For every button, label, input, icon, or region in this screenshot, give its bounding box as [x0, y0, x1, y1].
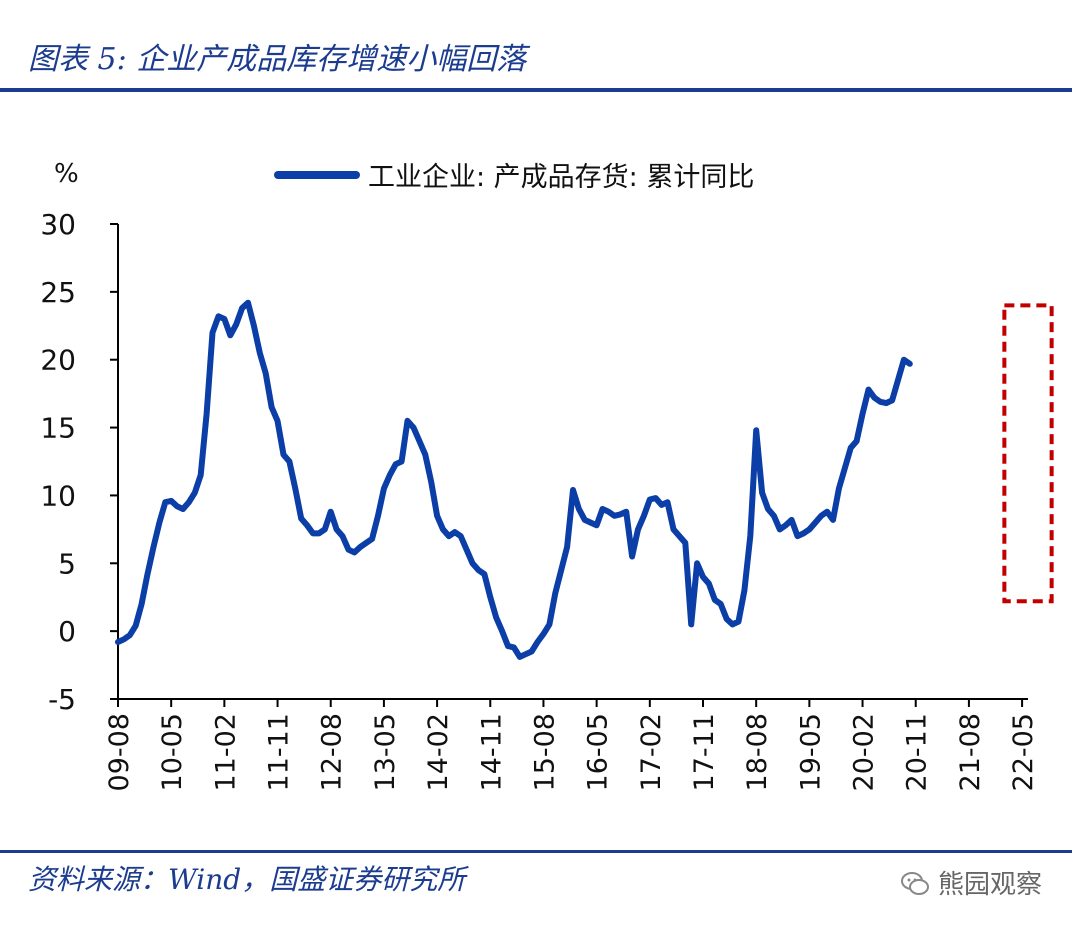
x-tick-label: 18-08	[742, 713, 773, 791]
highlight-layer	[1002, 303, 1054, 604]
source-rule	[0, 850, 1072, 853]
y-tick-label: 15	[40, 412, 76, 445]
y-tick-label: 10	[40, 479, 76, 512]
y-tick-label: 5	[58, 547, 76, 580]
y-tick-label: 20	[40, 344, 76, 377]
watermark-text: 熊园观察	[938, 870, 1043, 900]
x-tick-label: 21-08	[955, 713, 986, 791]
watermark: 熊园观察	[900, 864, 1042, 901]
x-tick-label: 14-02	[423, 713, 454, 791]
x-tick-label: 19-05	[795, 713, 826, 791]
wechat-icon	[901, 872, 929, 895]
x-tick-label: 20-02	[849, 713, 880, 791]
x-tick-label: 16-05	[583, 713, 614, 791]
series-line	[115, 299, 913, 660]
highlight-box	[1002, 303, 1054, 604]
y-tick-label: 0	[58, 615, 76, 648]
y-tick-label: -5	[48, 683, 76, 716]
source-note: 资料来源：Wind，国盛证券研究所	[28, 863, 466, 896]
legend-label: 工业企业: 产成品存货: 累计同比	[368, 162, 754, 193]
x-tick-label: 10-05	[157, 713, 188, 791]
figure-title: 图表 5: 企业产成品库存增速小幅回落	[28, 42, 527, 77]
x-tick-label: 20-11	[902, 713, 933, 791]
x-tick-label: 12-08	[317, 713, 348, 791]
unit-label: %	[54, 159, 79, 189]
x-tick-label: 14-11	[476, 713, 507, 791]
x-tick-label: 11-11	[264, 713, 295, 791]
y-tick-label: 30	[40, 208, 76, 241]
x-tick-label: 13-05	[370, 713, 401, 791]
series-layer	[115, 299, 913, 660]
x-tick-label: 17-11	[689, 713, 720, 791]
legend: 工业企业: 产成品存货: 累计同比	[274, 162, 754, 193]
axes: -5 0 5 10 15 20 25 30 09-08 10-05 11-02 11-11 12-08 1…	[40, 208, 1039, 791]
y-tick-label: 25	[40, 276, 76, 309]
x-tick-label: 15-08	[529, 713, 560, 791]
x-tick-label: 09-08	[104, 713, 135, 791]
x-tick-label: 22-05	[1008, 713, 1039, 791]
x-tick-label: 17-02	[636, 713, 667, 791]
x-tick-label: 11-02	[210, 713, 241, 791]
title-rule	[0, 88, 1072, 92]
line-chart: -5 0 5 10 15 20 25 30 09-08 10-05 11-02 11-11 12-08 1…	[40, 159, 1054, 791]
